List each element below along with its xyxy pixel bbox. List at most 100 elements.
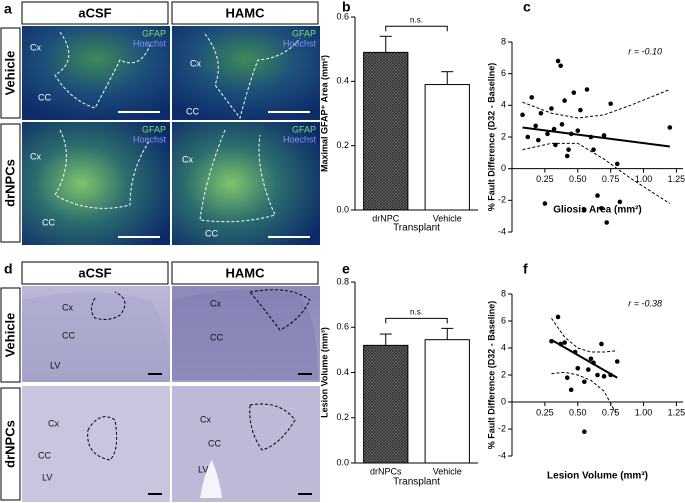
x-tick-label: 0.50 — [569, 174, 587, 184]
point — [533, 123, 538, 129]
point — [588, 356, 594, 362]
point — [599, 205, 604, 211]
bar — [424, 339, 470, 464]
y-axis-label: Maximal GFAP⁺ Area (mm²) — [319, 55, 329, 172]
point — [568, 387, 574, 393]
y-tick-label: 0.0 — [336, 204, 349, 214]
point — [608, 101, 613, 107]
confidence-band — [551, 318, 618, 353]
region-label: CC — [38, 92, 51, 102]
column-header: aCSF — [78, 265, 111, 280]
region-label: Cx — [190, 58, 201, 68]
point — [549, 338, 554, 344]
x-tick-label: 1.25 — [668, 407, 685, 417]
x-tick-label: 1.00 — [635, 407, 653, 417]
point — [555, 58, 561, 64]
micrograph-d — [22, 286, 320, 502]
point — [529, 95, 535, 100]
x-tick-label: 1.25 — [668, 174, 685, 184]
annotation: n.s. — [410, 15, 423, 24]
y-tick-label: 6 — [501, 315, 506, 325]
x-tick-label: 0.25 — [536, 174, 554, 184]
column-header: aCSF — [78, 5, 111, 20]
y-tick-label: 6 — [501, 68, 506, 78]
x-tick-label: Vehicle — [433, 466, 462, 476]
point — [667, 125, 673, 130]
point — [582, 207, 587, 213]
region-label: LV — [198, 464, 208, 474]
column-header: HAMC — [226, 5, 266, 20]
y-tick-label: 0.2 — [336, 140, 349, 150]
column-box — [21, 261, 169, 285]
y-tick-label: 8 — [501, 36, 506, 46]
point — [575, 128, 581, 133]
region-label: Cx — [200, 414, 211, 424]
point — [525, 134, 531, 140]
point — [595, 193, 600, 198]
region-label: CC — [205, 228, 218, 238]
bar — [424, 84, 470, 211]
bar — [363, 51, 409, 211]
region-label: LV — [42, 472, 52, 482]
y-axis-label: Lesion Volume (mm³) — [319, 327, 329, 418]
region-label: Cx — [182, 154, 193, 164]
panel-letter: e — [342, 261, 350, 277]
y-tick-label: 0.2 — [336, 412, 349, 422]
y-tick-label: 0.4 — [336, 76, 349, 86]
row-box — [0, 123, 21, 243]
y-tick-label: 4 — [501, 342, 506, 352]
point — [617, 199, 623, 205]
stain-label: GFAP — [292, 28, 316, 38]
point — [591, 360, 596, 366]
annotation: r = -0.38 — [628, 298, 662, 308]
regression-line — [522, 126, 670, 148]
stain-label: GFAP — [142, 124, 166, 134]
x-tick-label: 0.25 — [536, 407, 554, 417]
y-tick-label: 0 — [501, 396, 506, 406]
point — [572, 349, 578, 355]
row-box — [0, 27, 21, 119]
y-tick-label: 8 — [501, 288, 506, 298]
y-axis-label: % Fault Difference (D32 - Baseline) — [486, 301, 496, 450]
point — [614, 161, 620, 167]
x-tick-label: drNPCs — [370, 466, 402, 476]
y-tick-label: 0.6 — [336, 11, 349, 21]
panel-letter: d — [4, 261, 13, 277]
region-label: CC — [42, 217, 55, 227]
point — [604, 220, 610, 225]
point — [595, 372, 600, 378]
y-tick-label: 4 — [501, 100, 506, 110]
panel-letter: a — [4, 1, 12, 17]
y-tick-label: 0.0 — [336, 457, 349, 467]
point — [564, 375, 570, 381]
x-tick-label: 0.50 — [569, 407, 587, 417]
x-tick-label: 0.75 — [602, 174, 620, 184]
x-tick-label: Vehicle — [433, 213, 462, 223]
region-label: CC — [186, 106, 199, 116]
region-label: Cx — [30, 42, 41, 52]
point — [582, 429, 587, 435]
region-label: CC — [210, 332, 223, 342]
stain-label: Hoechst — [283, 38, 317, 48]
point — [575, 365, 581, 371]
confidence-band — [551, 371, 618, 416]
micrograph-a — [22, 26, 320, 245]
point — [562, 98, 567, 103]
y-tick-label: 2 — [501, 369, 506, 379]
point — [558, 341, 563, 347]
region-label: Cx — [48, 418, 59, 428]
point — [549, 106, 554, 111]
y-tick-label: -4 — [498, 450, 506, 460]
y-tick-label: 0.6 — [336, 322, 349, 332]
column-header: HAMC — [226, 265, 266, 280]
y-axis-label: % Fault Difference (D32 - Baseline) — [486, 63, 496, 212]
panel-letter: b — [342, 0, 351, 15]
significance-bracket — [385, 25, 448, 32]
y-tick-label: -2 — [498, 195, 506, 205]
point — [553, 142, 558, 148]
column-box — [171, 261, 319, 285]
point — [585, 367, 591, 372]
point — [601, 133, 607, 138]
point — [601, 374, 607, 379]
